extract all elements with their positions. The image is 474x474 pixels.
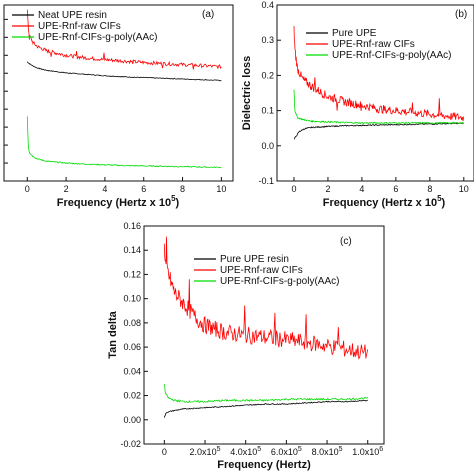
x-tick-label: 6.0x105 (271, 446, 302, 457)
series-line (163, 236, 369, 360)
x-tick-label: 0 (162, 447, 167, 457)
series-line (163, 399, 368, 418)
y-tick-label: 0.04 (123, 366, 141, 376)
y-tick-label: 0.12 (123, 269, 141, 279)
x-axis-label-a: Frequency (Hertz x 105) (57, 194, 180, 209)
x-tick-label: 8 (427, 184, 432, 194)
legend-label: UPE-Rnf-raw CIFs (220, 265, 303, 276)
x-tick-label: 8 (180, 184, 185, 194)
panel-label-a: (a) (202, 9, 214, 20)
legend-label: UPE-Rnf-raw CIFs (332, 39, 415, 50)
series-line (293, 26, 465, 122)
y-tick-label: 0.1 (261, 106, 274, 116)
series-group-b (293, 26, 465, 140)
x-tick-label: 8.0x105 (312, 446, 343, 457)
legend-label: UPE-Rnf-CIFs-g-poly(AAc) (38, 32, 157, 43)
x-tick-label: 2 (325, 184, 330, 194)
series-line (27, 61, 222, 82)
x-tick-label: 10 (459, 184, 469, 194)
x-ticks-a: 0 2 4 6 8 10 (25, 177, 226, 194)
plot-frame-a (3, 4, 234, 182)
x-tick-label: 2 (64, 184, 69, 194)
y-ticks-c: -0.02 0.00 0.02 0.04 0.06 0.08 0.10 0.12 0.14 0.1… (120, 221, 148, 449)
x-tick-label: 10 (216, 184, 226, 194)
y-tick-label: 0.08 (123, 318, 141, 328)
x-tick-label: 0 (25, 184, 30, 194)
legend-label: UPE-Rnf-CIFs-g-poly(AAc) (220, 276, 339, 287)
x-tick-label: 4.0x105 (230, 446, 261, 457)
y-tick-label: 0.14 (123, 245, 141, 255)
y-tick-label: 0.2 (261, 70, 274, 80)
y-axis-label-b: Dielectric loss (241, 56, 253, 131)
series-group-c (163, 236, 369, 418)
y-ticks-b: -0.1 0.0 0.1 0.2 0.3 0.4 (258, 0, 281, 186)
chart-panel-a: 1.01.52.02.53.03.54.04.55.05.5 0 2 4 6 8 10 (… (3, 4, 234, 209)
y-tick-label: -0.1 (258, 176, 274, 186)
legend-label: Pure UPE resin (220, 254, 289, 265)
y-tick-label: 0.16 (123, 221, 141, 231)
x-tick-label: 0 (291, 184, 296, 194)
panel-label-c: (c) (340, 236, 352, 247)
legend-label: Pure UPE (332, 28, 377, 39)
x-tick-label: 4 (102, 184, 107, 194)
y-tick-label: 0.10 (123, 294, 141, 304)
legend-label: UPE-Rnf-CIFs-g-poly(AAc) (332, 50, 451, 61)
y-ticks-a: 1.01.52.02.53.03.54.04.55.05.5 (4, 18, 8, 182)
legend-label: UPE-Rnf-raw CIFs (38, 21, 121, 32)
series-line (26, 9, 222, 70)
plot-frame-c (143, 225, 385, 445)
y-tick-label: 0.4 (261, 0, 274, 10)
x-tick-label: 6 (393, 184, 398, 194)
series-line (163, 384, 369, 403)
y-tick-label: 0.02 (123, 391, 141, 401)
y-tick-label: 0.06 (123, 342, 141, 352)
y-tick-label: 0.3 (261, 35, 274, 45)
x-tick-label: 1.0x106 (352, 446, 383, 457)
x-axis-label-c: Frequency (Hertz) (217, 459, 311, 471)
chart-panel-c: -0.02 0.00 0.02 0.04 0.06 0.08 0.10 0.12 0.14 0.1… (107, 221, 385, 471)
y-tick-label: 0.0 (261, 141, 274, 151)
y-axis-label-c: Tan delta (107, 310, 119, 358)
legend-label: Neat UPE resin (38, 10, 107, 21)
series-line (293, 122, 464, 140)
panel-label-b: (b) (455, 9, 467, 20)
series-group-a (26, 9, 222, 169)
y-tick-label: -0.02 (120, 439, 141, 449)
plot-frame-b (276, 4, 474, 182)
x-tick-label: 4 (359, 184, 364, 194)
x-tick-label: 6 (141, 184, 146, 194)
chart-panel-b: -0.1 0.0 0.1 0.2 0.3 0.4 0 2 4 6 8 10 (b) Pure UPE… (241, 0, 474, 209)
y-tick-label: 0.00 (123, 415, 141, 425)
series-line (293, 89, 464, 125)
x-ticks-b: 0 2 4 6 8 10 (291, 177, 469, 194)
x-tick-label: 2.0x105 (190, 446, 221, 457)
series-line (26, 116, 222, 169)
x-ticks-c: 0 2.0x105 4.0x105 6.0x105 8.0x105 1.0x106 (162, 440, 383, 457)
x-axis-label-b: Frequency (Hertz x 105) (323, 194, 446, 209)
